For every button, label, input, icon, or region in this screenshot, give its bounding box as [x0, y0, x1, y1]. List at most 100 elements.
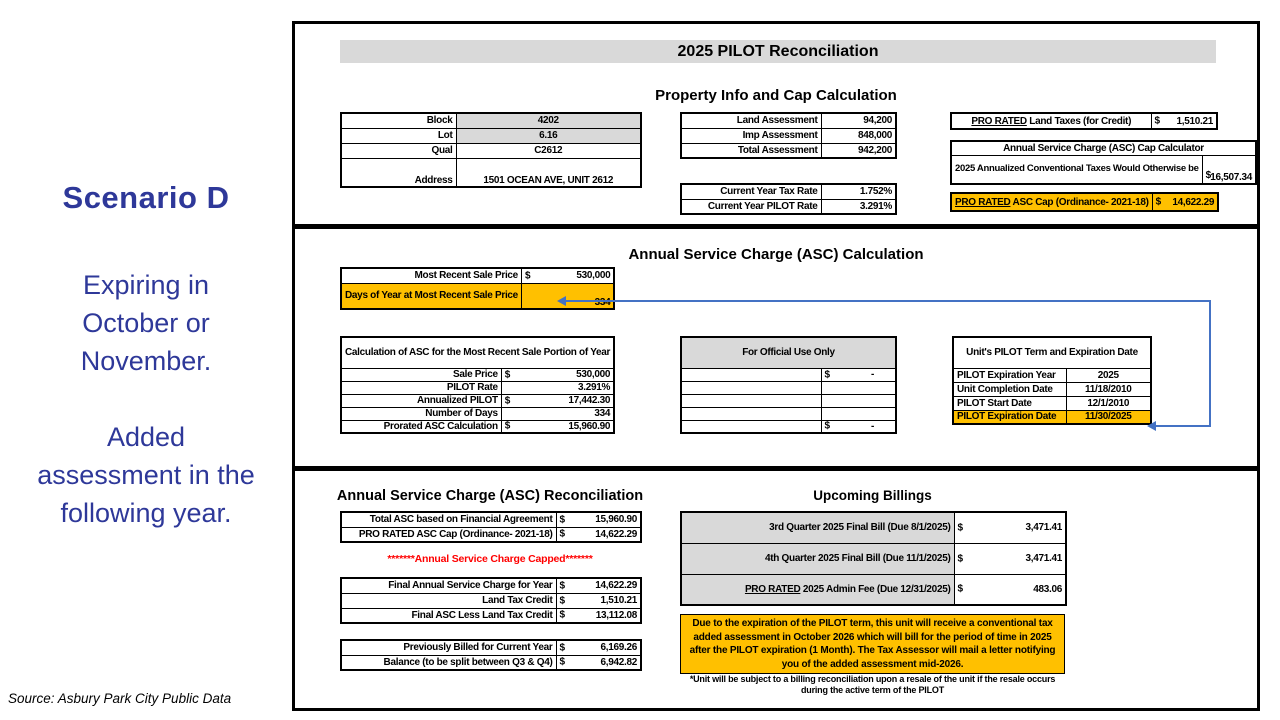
cell-blank — [820, 406, 897, 421]
table-row: Most Recent Sale Price $530,000 — [340, 267, 615, 284]
table-row: Total Assessment 942,200 — [680, 142, 897, 159]
cell-value: $14,622.29 — [555, 526, 642, 543]
cell-blank — [820, 393, 897, 408]
cell-blank — [680, 367, 822, 382]
table-row: Current Year PILOT Rate 3.291% — [680, 198, 897, 215]
cell-value: $ - — [820, 419, 897, 434]
cell-label: PRO RATED 2025 Admin Fee (Due 12/31/2025… — [680, 573, 955, 606]
cell-label: PRO RATED Land Taxes (for Credit) — [950, 112, 1152, 130]
table-row: Qual C2612 — [340, 142, 642, 159]
amount: 3,471.41 — [1025, 522, 1062, 534]
table-row: PILOT Rate 3.291% — [340, 380, 615, 395]
cell-value: $1,510.21 — [1150, 112, 1218, 130]
cell-value: $ - — [820, 367, 897, 382]
cell-label: Sale Price — [340, 367, 502, 382]
currency-sign: $ — [504, 369, 511, 380]
cell-label: Land Assessment — [680, 112, 822, 129]
recon-top-table: Total ASC based on Financial Agreement $… — [340, 511, 642, 543]
table-row: Unit's PILOT Term and Expiration Date — [952, 336, 1152, 369]
cell-label: Lot — [340, 127, 457, 144]
cell-blank — [680, 380, 822, 395]
table-row: 3rd Quarter 2025 Final Bill (Due 8/1/202… — [680, 511, 1067, 544]
cell-value: $16,507.34 — [1201, 154, 1257, 185]
cell-value: $530,000 — [520, 267, 615, 284]
table-row: Land Assessment 94,200 — [680, 112, 897, 129]
cell-label: Unit Completion Date — [952, 381, 1067, 397]
cell-label: Balance (to be split between Q3 & Q4) — [340, 654, 557, 671]
table-row: For Official Use Only — [680, 336, 897, 369]
table-row: Current Year Tax Rate 1.752% — [680, 183, 897, 200]
table-row: $ - — [680, 367, 897, 382]
connector-arrow-line — [566, 300, 1211, 302]
amount: 483.06 — [1033, 583, 1062, 595]
cell-value: C2612 — [455, 142, 642, 159]
currency-sign: $ — [1205, 170, 1212, 181]
cell-blank — [680, 393, 822, 408]
cell-value: 11/30/2025 — [1065, 409, 1152, 425]
currency-sign: $ — [504, 395, 511, 406]
cell-value: $14,622.29 — [1151, 192, 1219, 212]
table-row: PILOT Expiration Date 11/30/2025 — [952, 409, 1152, 425]
cell-label: Qual — [340, 142, 457, 159]
assessment-table: Land Assessment 94,200 Imp Assessment 84… — [680, 112, 897, 159]
cell-label: Annualized PILOT — [340, 393, 502, 408]
cell-value: 848,000 — [820, 127, 897, 144]
cell-label: Most Recent Sale Price — [340, 267, 522, 284]
property-info-table: Block 4202 Lot 6.16 Qual C2612 Address 1… — [340, 112, 642, 188]
currency-sign: $ — [1154, 115, 1161, 127]
scenario-description-1: Expiring in October or November. — [80, 270, 212, 376]
official-use-table: For Official Use Only $ - $ - — [680, 336, 897, 434]
table-row: PRO RATED Land Taxes (for Credit) $1,510… — [950, 112, 1218, 130]
label-underlined: PRO RATED — [971, 115, 1027, 127]
cell-label: Address — [340, 157, 457, 188]
cell-label: Land Tax Credit — [340, 592, 557, 609]
table-row: Sale Price $530,000 — [340, 367, 615, 382]
table-header: Calculation of ASC for the Most Recent S… — [340, 336, 615, 369]
currency-sign: $ — [559, 514, 566, 526]
cell-value: $15,960.90 — [555, 511, 642, 528]
cell-label: 2025 Annualized Conventional Taxes Would… — [950, 154, 1203, 185]
rates-table: Current Year Tax Rate 1.752% Current Yea… — [680, 183, 897, 215]
cell-label: PRO RATED ASC Cap (Ordinance- 2021-18) — [950, 192, 1153, 212]
cell-value: 942,200 — [820, 142, 897, 159]
table-row: Lot 6.16 — [340, 127, 642, 144]
worksheet-frame: 2025 PILOT Reconciliation Property Info … — [292, 21, 1260, 711]
table-row — [680, 393, 897, 408]
amount: 14,622.29 — [1172, 196, 1215, 208]
table-row: Land Tax Credit $1,510.21 — [340, 592, 642, 609]
label-underlined: PRO RATED — [955, 196, 1011, 208]
table-row: PILOT Expiration Year 2025 — [952, 367, 1152, 383]
cell-blank — [820, 380, 897, 395]
table-header: Annual Service Charge (ASC) Cap Calculat… — [950, 140, 1257, 156]
recent-sale-table: Most Recent Sale Price $530,000 Days of … — [340, 267, 616, 310]
amount: 530,000 — [576, 270, 611, 282]
billing-reconciliation-footnote: *Unit will be subject to a billing recon… — [689, 674, 1056, 695]
table-row: Calculation of ASC for the Most Recent S… — [340, 336, 615, 369]
arrow-head-icon — [1147, 421, 1156, 431]
cell-label: Total Assessment — [680, 142, 822, 159]
table-row: Final ASC Less Land Tax Credit $13,112.0… — [340, 607, 642, 624]
cell-value: $15,960.90 — [500, 419, 615, 434]
amount: 17,442.30 — [568, 395, 611, 406]
cell-value: $14,622.29 — [555, 577, 642, 594]
table-header: For Official Use Only — [680, 336, 897, 369]
amount: 6,169.26 — [600, 642, 637, 654]
cell-value: 11/18/2010 — [1065, 381, 1152, 397]
prorated-land-taxes-table: PRO RATED Land Taxes (for Credit) $1,510… — [950, 112, 1218, 130]
cell-value: 4202 — [455, 112, 642, 129]
section-divider — [295, 224, 1257, 229]
currency-sign: $ — [957, 553, 964, 564]
cell-value: 6.16 — [455, 127, 642, 144]
cell-value: $17,442.30 — [500, 393, 615, 408]
cell-label: Current Year Tax Rate — [680, 183, 822, 200]
cell-label: Final ASC Less Land Tax Credit — [340, 607, 557, 624]
section2-heading: Annual Service Charge (ASC) Calculation — [628, 246, 924, 263]
cell-label: 4th Quarter 2025 Final Bill (Due 11/1/20… — [680, 542, 955, 575]
cell-value: 3.291% — [820, 198, 897, 215]
cell-label: 3rd Quarter 2025 Final Bill (Due 8/1/202… — [680, 511, 955, 544]
table-row: PILOT Start Date 12/1/2010 — [952, 395, 1152, 411]
table-row: Total ASC based on Financial Agreement $… — [340, 511, 642, 528]
table-row: Final Annual Service Charge for Year $14… — [340, 577, 642, 594]
label-rest: ASC Cap (Ordinance- 2021-18) — [1010, 196, 1149, 208]
